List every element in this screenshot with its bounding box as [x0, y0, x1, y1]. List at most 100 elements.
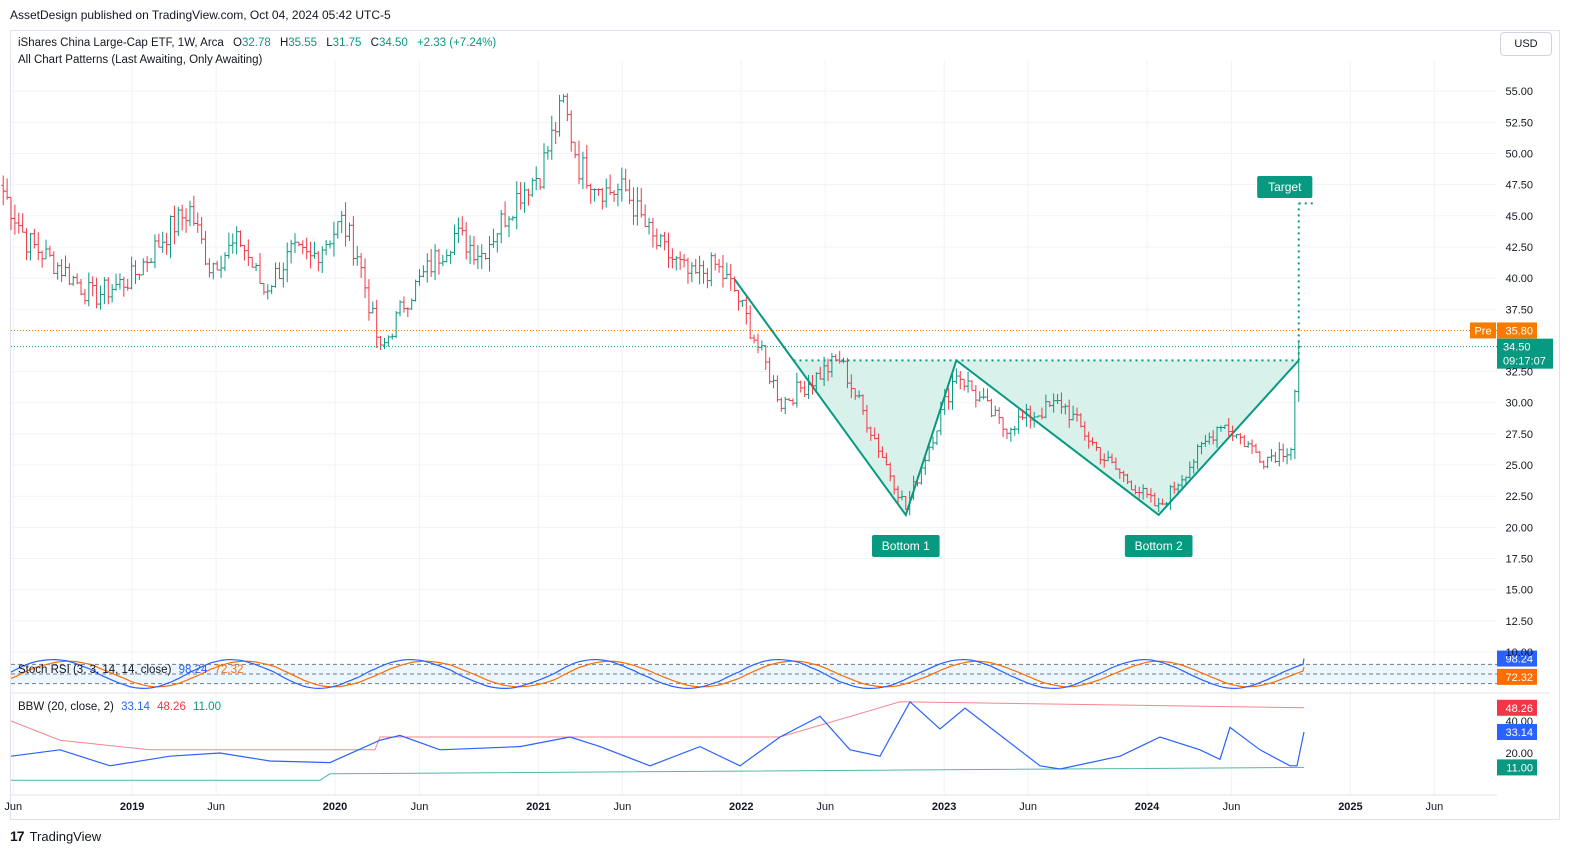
- candle: [102, 277, 107, 305]
- candle: [468, 235, 473, 264]
- candle: [1001, 417, 1006, 437]
- candle: [826, 358, 831, 382]
- candle: [308, 241, 313, 269]
- candle: [1024, 403, 1029, 427]
- candle: [938, 401, 943, 436]
- candle: [779, 397, 784, 412]
- stoch-k-axis-label: 98.24: [1505, 654, 1533, 666]
- candle: [892, 475, 897, 495]
- stoch-rsi-legend[interactable]: Stoch RSI (3, 3, 14, 14, close) 98.24 72…: [18, 664, 243, 676]
- candle: [156, 233, 161, 248]
- candle: [658, 233, 663, 248]
- candle: [608, 174, 613, 196]
- candle: [857, 390, 862, 399]
- pattern-fill: [793, 360, 1299, 515]
- currency-button[interactable]: USD: [1500, 32, 1552, 56]
- bbw-value-badge: 33.14: [1505, 727, 1533, 739]
- candle: [125, 278, 130, 291]
- candle: [1121, 470, 1126, 483]
- candle: [234, 226, 239, 255]
- footer[interactable]: 17 TradingView: [10, 828, 101, 844]
- candle: [709, 252, 714, 287]
- candle: [55, 262, 60, 280]
- candle: [1176, 483, 1181, 495]
- candle: [440, 254, 445, 267]
- candle: [394, 311, 399, 339]
- axes: 55.00 52.50 50.00 47.50 45.00 42.50 40.00 37.50…: [4, 86, 1533, 813]
- candle: [915, 476, 920, 487]
- candle: [530, 177, 535, 197]
- grid-lines: [11, 60, 1497, 795]
- price-tick-label: 27.50: [1505, 429, 1533, 441]
- legend-low-key: L: [326, 37, 333, 49]
- bbw-expansion-value: 48.26: [157, 701, 186, 713]
- candle: [833, 354, 838, 362]
- stoch-d-axis-label: 72.32: [1505, 672, 1533, 684]
- candle: [149, 258, 154, 264]
- candle: [429, 248, 434, 277]
- bbw-legend[interactable]: BBW (20, close, 2) 33.14 48.26 11.00: [18, 701, 221, 713]
- candle: [277, 262, 282, 280]
- time-tick-label: Jun: [1425, 801, 1443, 813]
- candle: [141, 258, 146, 276]
- candle: [647, 217, 652, 235]
- candle: [728, 264, 733, 291]
- candle: [662, 231, 667, 251]
- candle: [1281, 443, 1286, 463]
- price-tick-label: 30.00: [1505, 398, 1533, 410]
- candle: [1187, 461, 1192, 479]
- candle: [1082, 421, 1087, 441]
- countdown-timer: 09:17:07: [1503, 356, 1546, 368]
- candle: [1211, 430, 1216, 445]
- candle: [724, 262, 729, 279]
- candle: [401, 296, 406, 313]
- candle: [954, 368, 959, 384]
- candle: [36, 232, 41, 261]
- candle: [1129, 480, 1134, 491]
- candle: [670, 248, 675, 269]
- candle: [456, 217, 461, 244]
- candle: [47, 245, 52, 257]
- bbw-highest-expansion-line: [10, 701, 1305, 751]
- candle: [1117, 468, 1122, 479]
- candle: [569, 110, 574, 152]
- candle: [1250, 439, 1255, 455]
- candle: [1141, 484, 1146, 500]
- candle: [289, 239, 294, 264]
- legend-high-key: H: [279, 37, 289, 49]
- last-price-bg: [1497, 338, 1553, 369]
- bottom2-label-bg: [1124, 535, 1193, 557]
- candle: [242, 244, 247, 261]
- stoch-k-badge: [1497, 650, 1537, 667]
- target-label-bg: [1257, 176, 1313, 198]
- candle: [1160, 498, 1165, 506]
- candle: [324, 239, 329, 256]
- candle: [697, 255, 702, 285]
- legend-indicator[interactable]: All Chart Patterns (Last Awaiting, Only …: [18, 54, 263, 66]
- candle: [806, 374, 811, 400]
- candle: [339, 211, 344, 234]
- candle: [1183, 476, 1188, 486]
- candle: [382, 337, 387, 350]
- candle: [942, 388, 947, 416]
- candle: [59, 259, 64, 283]
- candle: [514, 181, 519, 230]
- candle: [1168, 484, 1173, 510]
- candle: [164, 232, 169, 255]
- bbw-contraction-value: 11.00: [193, 701, 221, 713]
- candle: [787, 397, 792, 401]
- candle: [71, 275, 76, 286]
- candle: [199, 217, 204, 244]
- bbw-contraction-badge-bg: [1497, 759, 1537, 776]
- legend-high: 35.55: [288, 37, 318, 49]
- candle: [1086, 431, 1091, 449]
- pre-label-bg: [1470, 322, 1496, 339]
- candle: [934, 430, 939, 446]
- candle: [868, 426, 873, 441]
- candle: [1226, 417, 1231, 437]
- candle: [1110, 453, 1115, 464]
- candle: [1036, 415, 1041, 418]
- candle: [1273, 451, 1278, 464]
- candle: [666, 232, 671, 268]
